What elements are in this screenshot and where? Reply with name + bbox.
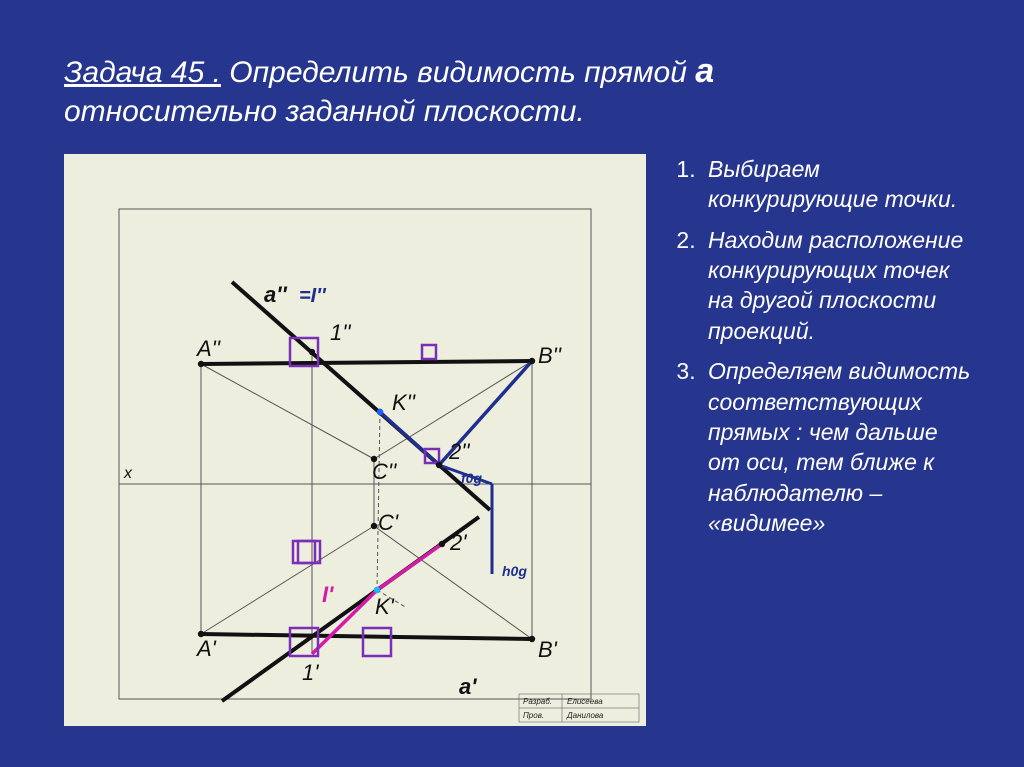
svg-text:Елисеева: Елисеева <box>567 697 603 706</box>
svg-text:K': K' <box>375 594 395 619</box>
svg-text:a'': a'' <box>264 282 287 307</box>
svg-text:I': I' <box>322 582 334 607</box>
slide-title: Задача 45 . Определить видимость прямой … <box>64 50 974 130</box>
steps-list: Выбираем конкурирующие точки. Находим ра… <box>674 154 974 548</box>
title-underlined: Задача 45 . <box>64 56 221 89</box>
svg-text:A': A' <box>195 636 217 661</box>
svg-text:x: x <box>123 465 133 482</box>
title-rest1: Определить видимость прямой <box>221 56 695 89</box>
svg-text:Данилова: Данилова <box>566 711 604 720</box>
title-var: а <box>695 52 714 90</box>
step-2: Находим расположение конкурирующих точек… <box>702 225 974 346</box>
step-3: Определяем видимость соответствующих пря… <box>702 356 974 538</box>
svg-text:1'': 1'' <box>330 320 351 345</box>
svg-text:f0g: f0g <box>461 470 482 486</box>
title-rest2: относительно заданной плоскости. <box>64 95 585 128</box>
diagram: x a'' =I'' A'' B'' C'' K'' 1'' 2'' f0g A' B' C' K' 1' 2… <box>64 154 646 726</box>
svg-text:=I'': =I'' <box>299 285 327 307</box>
svg-text:h0g: h0g <box>502 563 527 579</box>
svg-text:C': C' <box>378 510 399 535</box>
svg-text:K'': K'' <box>392 390 416 415</box>
svg-text:A'': A'' <box>195 336 221 361</box>
step-1: Выбираем конкурирующие точки. <box>702 154 974 215</box>
svg-text:2': 2' <box>449 530 467 555</box>
svg-text:Разраб.: Разраб. <box>523 697 552 706</box>
svg-text:2'': 2'' <box>448 439 470 464</box>
svg-text:1': 1' <box>302 660 319 685</box>
svg-text:B'': B'' <box>538 343 562 368</box>
svg-text:a': a' <box>459 674 477 699</box>
svg-text:B': B' <box>538 637 558 662</box>
svg-text:Пров.: Пров. <box>523 711 544 720</box>
svg-text:C'': C'' <box>372 459 397 484</box>
